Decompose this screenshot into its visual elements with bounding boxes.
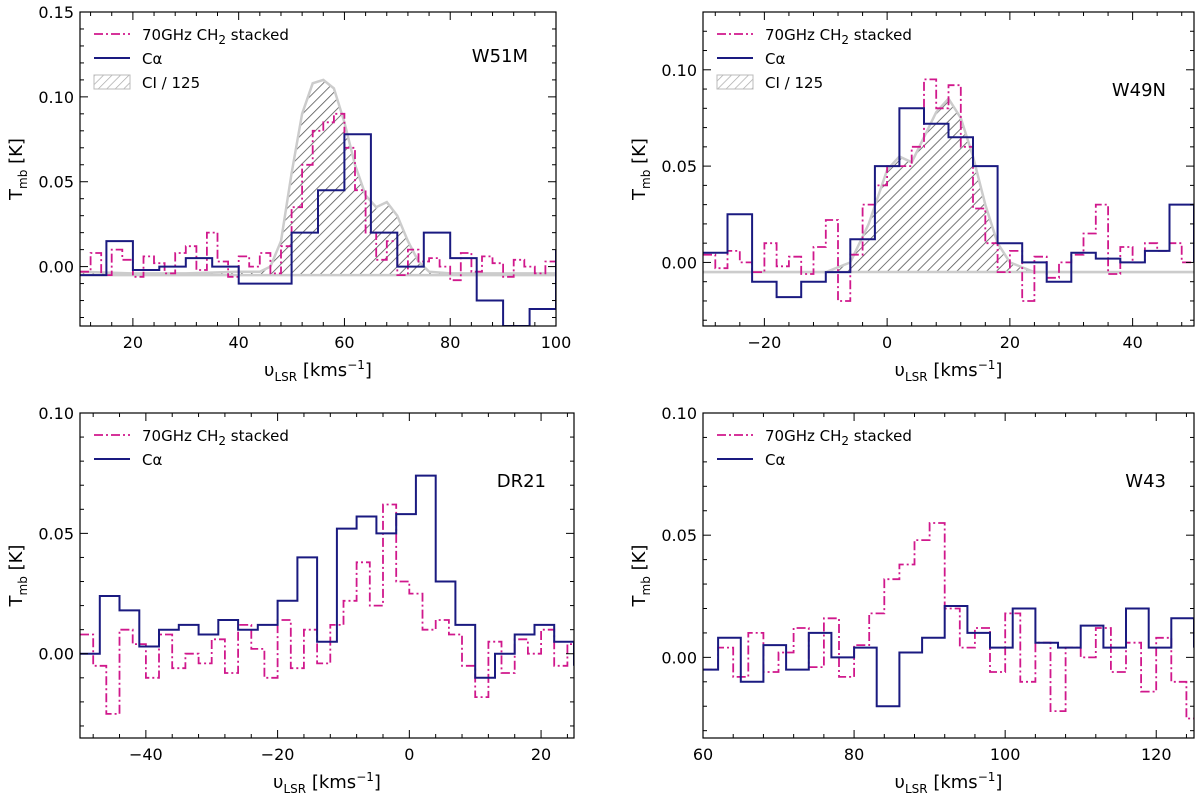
ch2-series-line (80, 503, 574, 715)
ch2-series-line (703, 78, 1194, 302)
x-tick-label: 20 (531, 745, 551, 764)
y-tick-label: 0.10 (38, 404, 74, 423)
x-tick-label: 60 (334, 333, 354, 352)
ch2-series-line (703, 522, 1194, 720)
y-tick-label: 0.05 (38, 173, 74, 192)
legend: 70GHz CH2 stacked Cα (717, 427, 912, 469)
source-name-label: W49N (1112, 80, 1166, 101)
legend-calpha-label: Cα (765, 451, 785, 469)
legend-calpha-label: Cα (142, 451, 162, 469)
plot-frame (702, 412, 1195, 739)
legend-ch2-label: 70GHz CH2 stacked (142, 427, 289, 448)
x-tick-label: −20 (261, 745, 295, 764)
x-tick-label: 100 (541, 333, 572, 352)
y-tick-label: 0.10 (661, 404, 697, 423)
ch2-series-line (80, 112, 556, 282)
panels-group: 20 40 60 80 100 0.00 0.05 0.10 0.15 υLSR [kms−1] T… (6, 3, 1195, 796)
plot-frame (79, 412, 575, 739)
x-tick-label: 80 (440, 333, 460, 352)
ci-area (80, 78, 556, 277)
legend-ci-swatch (716, 74, 754, 90)
x-tick-label: 0 (404, 745, 414, 764)
y-tick-label: 0.05 (661, 526, 697, 545)
legend: 70GHz CH2 stacked Cα (94, 427, 289, 469)
plot-frame (79, 11, 557, 327)
panel-w49n: −20 0 20 40 0.00 0.05 0.10 υLSR [kms−1] Tmb [K] W… (629, 11, 1195, 384)
legend-ch2-label: 70GHz CH2 stacked (765, 26, 912, 47)
legend-ch2-label: 70GHz CH2 stacked (142, 26, 289, 47)
x-tick-label: 60 (693, 745, 713, 764)
y-axis-label: Tmb [K] (629, 545, 653, 608)
y-axis-label: Tmb [K] (6, 545, 30, 608)
x-tick-label: 0 (882, 333, 892, 352)
source-name-label: W43 (1125, 471, 1166, 492)
y-tick-label: 0.10 (661, 61, 697, 80)
calpha-series-line (80, 133, 556, 326)
plot-frame (702, 11, 1195, 327)
plot-area (703, 78, 1194, 302)
x-axis-label: υLSR [kms−1] (273, 770, 381, 796)
x-tick-label: 20 (123, 333, 143, 352)
x-tick-label: 120 (1141, 745, 1172, 764)
legend: 70GHz CH2 stacked Cα CI / 125 (716, 26, 912, 92)
plot-area (703, 522, 1194, 720)
y-tick-label: 0.15 (38, 3, 74, 22)
calpha-series-line (703, 605, 1194, 708)
source-name-label: W51M (472, 46, 528, 67)
y-axis-label: Tmb [K] (6, 138, 30, 201)
legend-ci-label: CI / 125 (765, 74, 823, 92)
x-tick-label: 20 (1000, 333, 1020, 352)
x-tick-label: −40 (129, 745, 163, 764)
y-tick-label: 0.00 (661, 648, 697, 667)
y-tick-label: 0.00 (661, 253, 697, 272)
y-tick-label: 0.00 (38, 645, 74, 664)
x-tick-label: 40 (228, 333, 248, 352)
x-axis-label: υLSR [kms−1] (895, 770, 1003, 796)
x-tick-label: 80 (844, 745, 864, 764)
y-tick-label: 0.05 (661, 157, 697, 176)
y-tick-label: 0.00 (38, 258, 74, 277)
legend: 70GHz CH2 stacked Cα CI / 125 (93, 26, 289, 92)
x-tick-label: 40 (1122, 333, 1142, 352)
legend-ch2-label: 70GHz CH2 stacked (765, 427, 912, 448)
y-axis-label: Tmb [K] (629, 138, 653, 201)
legend-ci-label: CI / 125 (142, 74, 200, 92)
x-axis-label: υLSR [kms−1] (264, 358, 372, 384)
panel-w43: 60 80 100 120 0.00 0.05 0.10 υLSR [kms−1] Tmb [K… (629, 404, 1195, 796)
calpha-series-line (80, 474, 574, 679)
calpha-series-line (703, 107, 1194, 299)
x-tick-label: −20 (747, 333, 781, 352)
legend-ci-swatch (93, 74, 131, 90)
panel-dr21: −40 −20 0 20 0.00 0.05 0.10 υLSR [kms−1] Tmb [K]… (6, 404, 575, 796)
source-name-label: DR21 (497, 471, 546, 492)
x-tick-label: 100 (990, 745, 1021, 764)
panel-w51m: 20 40 60 80 100 0.00 0.05 0.10 0.15 υLSR [kms−1] T… (6, 3, 571, 384)
x-axis-label: υLSR [kms−1] (895, 358, 1003, 384)
plot-area (80, 474, 574, 715)
y-tick-label: 0.05 (38, 524, 74, 543)
plot-area (80, 78, 556, 326)
y-tick-label: 0.10 (38, 88, 74, 107)
legend-calpha-label: Cα (142, 50, 162, 68)
legend-calpha-label: Cα (765, 50, 785, 68)
